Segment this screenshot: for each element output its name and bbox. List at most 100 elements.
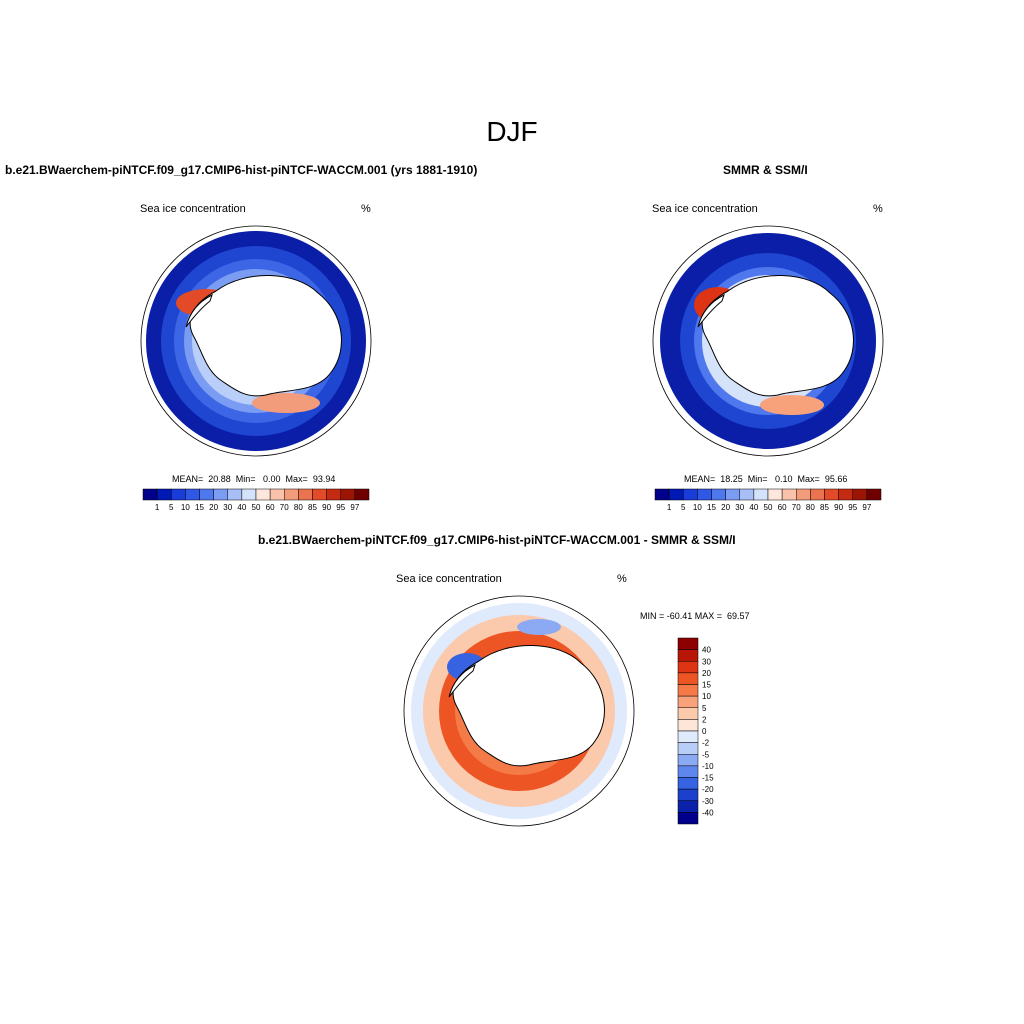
diff-colorbar-swatch	[677, 788, 699, 801]
diff-colorbar-swatch	[677, 637, 699, 650]
model-colorbar-label: 70	[280, 503, 289, 512]
obs-colorbar-swatch	[683, 488, 698, 501]
model-colorbar-swatch	[312, 488, 327, 501]
model-polar-map	[140, 225, 372, 457]
obs-antarctica-land	[701, 275, 854, 397]
model-colorbar-label: 10	[181, 503, 190, 512]
diff-colorbar-label: 20	[702, 669, 711, 678]
obs-colorbar-swatch	[697, 488, 712, 501]
obs-colorbar-label: 20	[721, 503, 730, 512]
obs-colorbar-swatch	[810, 488, 825, 501]
diff-north-anomaly	[517, 619, 561, 635]
obs-colorbar-swatch	[753, 488, 769, 501]
obs-colorbar-label: 5	[681, 503, 686, 512]
obs-colorbar-label: 70	[792, 503, 801, 512]
model-colorbar-swatch	[142, 488, 158, 501]
obs-colorbar-swatch	[739, 488, 755, 501]
obs-colorbar-swatch	[711, 488, 726, 501]
diff-colorbar-label: 0	[702, 727, 707, 736]
obs-colorbar-swatch	[781, 488, 797, 501]
obs-colorbar: 1 5 10 15 20 30 40 50 60 70 80 85 90 95 97	[654, 488, 882, 512]
obs-colorbar-swatch	[668, 488, 684, 501]
model-colorbar-swatch	[241, 488, 257, 501]
diff-colorbar-label: 30	[702, 657, 711, 666]
model-antarctica-land	[189, 275, 342, 397]
model-colorbar-label: 85	[308, 503, 317, 512]
obs-colorbar-swatch	[866, 488, 882, 501]
model-colorbar-swatch	[354, 488, 370, 501]
model-colorbar-swatch	[213, 488, 228, 501]
diff-polar-map	[403, 595, 635, 827]
model-units-label: %	[361, 203, 371, 215]
model-colorbar-swatch	[199, 488, 214, 501]
model-colorbar-swatch	[340, 488, 356, 501]
model-colorbar-swatch	[185, 488, 200, 501]
obs-colorbar-label: 50	[764, 503, 773, 512]
model-map-boundary	[140, 225, 372, 457]
diff-units-label: %	[617, 573, 627, 585]
diff-colorbar-swatch	[677, 707, 699, 720]
model-colorbar-swatch	[156, 488, 172, 501]
model-colorbar-swatch	[326, 488, 341, 501]
obs-colorbar-label: 80	[806, 503, 815, 512]
diff-map-boundary	[403, 595, 635, 827]
obs-stats: MEAN= 18.25 Min= 0.10 Max= 95.66	[684, 474, 848, 484]
diff-colorbar-label: 10	[702, 692, 711, 701]
diff-colorbar-swatch	[677, 684, 699, 697]
diff-colorbar-swatch	[677, 672, 699, 685]
obs-colorbar-swatch	[725, 488, 740, 501]
model-colorbar: 1 5 10 15 20 30 40 50 60 70 80 85 90 95 97	[142, 488, 370, 512]
diff-colorbar-swatch	[677, 800, 699, 813]
obs-case-title: SMMR & SSM/I	[723, 163, 808, 177]
model-colorbar-label: 5	[169, 503, 174, 512]
model-colorbar-label: 15	[195, 503, 204, 512]
model-colorbar-label: 40	[237, 503, 246, 512]
obs-colorbar-swatch	[654, 488, 670, 501]
diff-colorbar-label: 5	[702, 704, 707, 713]
diff-colorbar-swatch	[677, 812, 699, 825]
model-colorbar-swatch	[284, 488, 299, 501]
obs-colorbar-swatch	[838, 488, 853, 501]
diff-colorbar-swatch	[677, 730, 699, 743]
diff-colorbar-swatch	[677, 719, 699, 732]
obs-colorbar-label: 1	[667, 503, 672, 512]
diff-minmax: MIN = -60.41 MAX = 69.57	[640, 611, 750, 621]
model-colorbar-swatch	[255, 488, 271, 501]
diff-variable-label: Sea ice concentration	[396, 573, 502, 585]
obs-colorbar-label: 10	[693, 503, 702, 512]
model-colorbar-swatch	[298, 488, 313, 501]
diff-colorbar-label: -20	[702, 785, 714, 794]
obs-colorbar-swatch	[767, 488, 783, 501]
model-colorbar-label: 20	[209, 503, 218, 512]
model-ross-ice	[252, 393, 320, 413]
obs-colorbar-swatch	[796, 488, 811, 501]
obs-peninsula-land	[697, 294, 725, 328]
obs-colorbar-swatch	[824, 488, 839, 501]
model-colorbar-label: 1	[155, 503, 160, 512]
model-colorbar-swatch	[269, 488, 285, 501]
diff-colorbar-swatch	[677, 754, 699, 767]
diff-antarctica-land	[452, 645, 605, 767]
obs-colorbar-label: 97	[862, 503, 871, 512]
model-case-title: b.e21.BWaerchem-piNTCF.f09_g17.CMIP6-his…	[5, 163, 478, 177]
obs-colorbar-label: 60	[778, 503, 787, 512]
diff-colorbar-label: -15	[702, 774, 714, 783]
diff-colorbar-label: 15	[702, 681, 711, 690]
model-colorbar-label: 50	[252, 503, 261, 512]
model-colorbar-label: 80	[294, 503, 303, 512]
diff-colorbar-label: 2	[702, 715, 707, 724]
diff-colorbar-swatch	[677, 661, 699, 674]
diff-colorbar-swatch	[677, 649, 699, 662]
figure-title: DJF	[486, 116, 538, 147]
model-colorbar-swatch	[227, 488, 243, 501]
obs-colorbar-label: 40	[749, 503, 758, 512]
diff-colorbar-swatch	[677, 765, 699, 778]
diff-colorbar-label: -10	[702, 762, 714, 771]
diff-case-title: b.e21.BWaerchem-piNTCF.f09_g17.CMIP6-his…	[258, 533, 736, 547]
obs-colorbar-label: 85	[820, 503, 829, 512]
diff-colorbar-swatch	[677, 695, 699, 708]
model-colorbar-label: 95	[336, 503, 345, 512]
model-colorbar-swatch	[171, 488, 186, 501]
obs-colorbar-label: 30	[735, 503, 744, 512]
